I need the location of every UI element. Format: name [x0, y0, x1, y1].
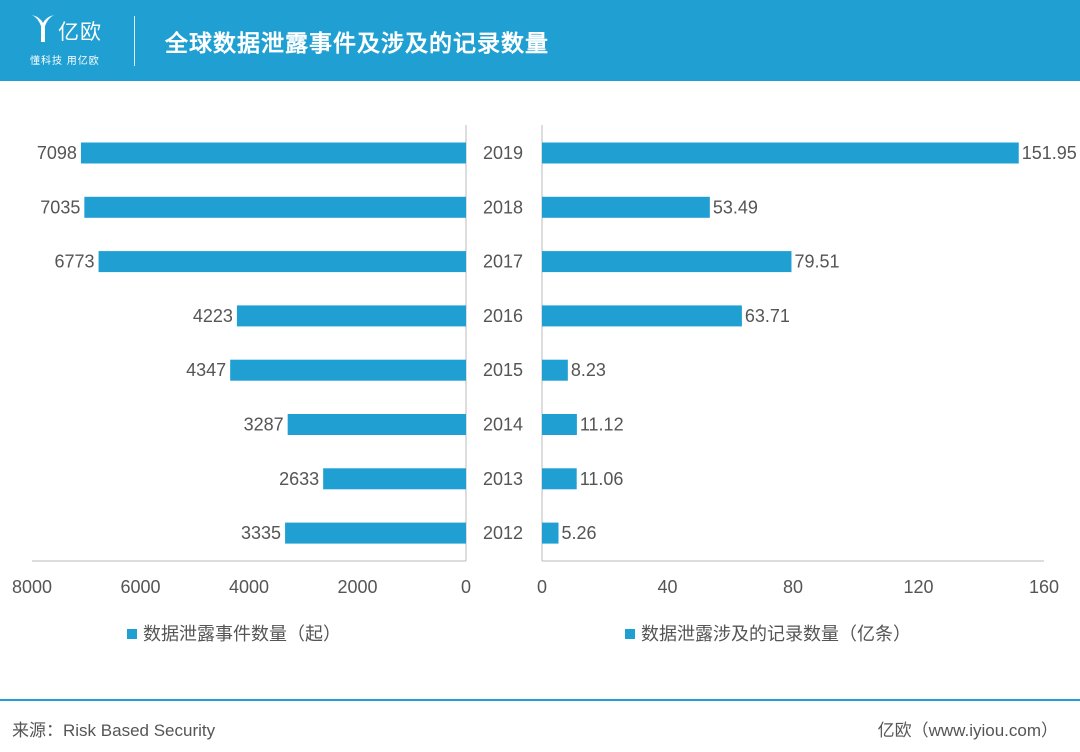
year-label: 2012 [483, 523, 523, 543]
right-bar-value-label: 79.51 [794, 252, 839, 272]
left-x-tick-label: 2000 [337, 577, 377, 597]
right-x-tick-label: 40 [657, 577, 677, 597]
legend-label-left: 数据泄露事件数量（起） [143, 624, 341, 644]
logo-y-icon [32, 15, 54, 42]
source-note: 来源：Risk Based Security [12, 721, 216, 740]
left-bar-value-label: 3335 [241, 523, 281, 543]
right-bar-value-label: 53.49 [713, 197, 758, 217]
legend-label-right: 数据泄露涉及的记录数量（亿条） [641, 624, 911, 644]
left-x-tick-label: 0 [461, 577, 471, 597]
left-bar-value-label: 2633 [279, 469, 319, 489]
right-bar [542, 522, 559, 544]
left-bar-value-label: 4347 [186, 360, 226, 380]
right-x-tick-label: 0 [537, 577, 547, 597]
right-x-tick-label: 120 [903, 577, 933, 597]
left-bar-value-label: 7098 [37, 143, 77, 163]
year-label: 2017 [483, 252, 523, 272]
year-label: 2014 [483, 415, 523, 435]
chart-axes [32, 125, 1044, 562]
left-bar-value-label: 6773 [55, 252, 95, 272]
right-bar [542, 142, 1019, 164]
right-bar-value-label: 151.95 [1022, 143, 1077, 163]
logo-slogan: 懂科技 用亿欧 [30, 56, 100, 67]
year-label: 2016 [483, 306, 523, 326]
header-divider [134, 16, 135, 66]
dual-bar-chart: 8000 6000 4000 2000 0 0 40 80 120 160 7098 2019 151.… [12, 125, 1077, 644]
left-bar-value-label: 7035 [40, 197, 80, 217]
left-bar [84, 196, 466, 218]
chart-legend: 数据泄露事件数量（起） 数据泄露涉及的记录数量（亿条） [127, 624, 911, 644]
left-bar-value-label: 3287 [244, 415, 284, 435]
right-bar-value-label: 5.26 [562, 523, 597, 543]
right-bar-value-label: 8.23 [571, 360, 606, 380]
right-x-tick-label: 80 [783, 577, 803, 597]
left-bar [285, 522, 466, 544]
logo-name: 亿欧 [58, 21, 102, 44]
left-x-tick-label: 6000 [120, 577, 160, 597]
chart-labels: 8000 6000 4000 2000 0 0 40 80 120 160 7098 2019 151.… [12, 143, 1077, 597]
legend-swatch-right [625, 629, 635, 639]
legend-swatch-left [127, 629, 137, 639]
left-bar [236, 305, 466, 327]
right-bar [542, 468, 577, 490]
left-bar [287, 414, 466, 435]
year-label: 2018 [483, 197, 523, 217]
right-bar [542, 414, 577, 435]
right-bar-value-label: 11.06 [580, 469, 624, 489]
year-label: 2015 [483, 360, 523, 380]
header-bar: 亿欧 懂科技 用亿欧 全球数据泄露事件及涉及的记录数量 [0, 0, 1080, 81]
left-bar [80, 142, 466, 164]
right-bar-series [542, 142, 1019, 544]
footer-divider [0, 699, 1080, 701]
right-bar [542, 251, 792, 273]
right-bar [542, 196, 710, 218]
left-bar [230, 359, 466, 381]
right-x-tick-label: 160 [1029, 577, 1059, 597]
credit-note: 亿欧（www.iyiou.com） [877, 721, 1058, 740]
left-bar-value-label: 4223 [193, 306, 233, 326]
right-bar-value-label: 63.71 [745, 306, 790, 326]
right-bar [542, 359, 568, 381]
right-bar-value-label: 11.12 [580, 415, 624, 435]
left-bar [98, 251, 466, 273]
page-title: 全球数据泄露事件及涉及的记录数量 [165, 30, 549, 56]
left-x-tick-label: 8000 [12, 577, 52, 597]
year-label: 2019 [483, 143, 523, 163]
left-bar [323, 468, 466, 490]
left-x-tick-label: 4000 [229, 577, 269, 597]
year-label: 2013 [483, 469, 523, 489]
right-bar [542, 305, 742, 327]
logo: 亿欧 懂科技 用亿欧 [30, 12, 120, 70]
left-bar-series [80, 142, 466, 544]
